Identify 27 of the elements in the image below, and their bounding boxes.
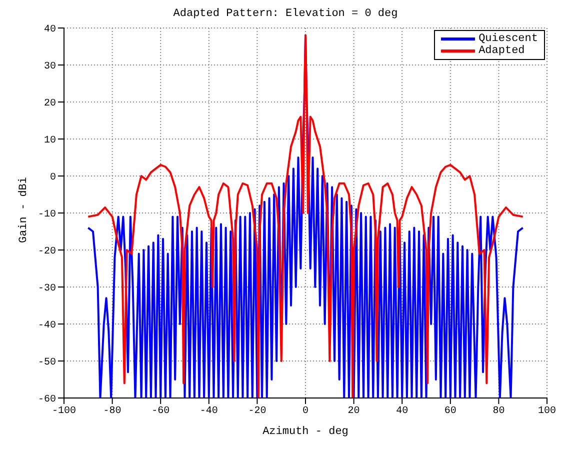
y-tick-label: -20 bbox=[38, 246, 56, 258]
x-tick-label: -100 bbox=[52, 406, 76, 418]
x-tick-label: 20 bbox=[348, 406, 360, 418]
legend-label: Adapted bbox=[478, 45, 525, 57]
x-tick-label: -60 bbox=[152, 406, 170, 418]
x-tick-label: -40 bbox=[200, 406, 218, 418]
x-tick-label: 60 bbox=[444, 406, 456, 418]
legend-label: Quiescent bbox=[478, 33, 538, 45]
y-axis-title: Gain - dBi bbox=[18, 176, 30, 243]
x-tick-label: 0 bbox=[302, 406, 309, 418]
chart-title: Adapted Pattern: Elevation = 0 deg bbox=[172, 8, 399, 22]
y-tick-label: -50 bbox=[38, 358, 56, 369]
x-tick-label: 80 bbox=[492, 406, 505, 418]
y-tick-label: -10 bbox=[38, 210, 56, 221]
y-tick-label: 30 bbox=[44, 62, 56, 73]
y-tick-label: -60 bbox=[38, 394, 56, 406]
x-tick-label: -80 bbox=[103, 406, 122, 418]
y-tick-label: 0 bbox=[50, 172, 56, 184]
y-tick-label: 20 bbox=[44, 98, 56, 110]
y-tick-label: -30 bbox=[38, 284, 56, 295]
x-tick-label: -20 bbox=[248, 406, 266, 418]
x-tick-label: 40 bbox=[396, 406, 408, 418]
y-tick-label: 40 bbox=[44, 24, 56, 36]
y-tick-label: 10 bbox=[44, 136, 56, 147]
x-axis-title: Azimuth - deg bbox=[262, 426, 348, 438]
y-tick-label: -40 bbox=[38, 320, 56, 332]
x-tick-label: 100 bbox=[538, 406, 556, 418]
